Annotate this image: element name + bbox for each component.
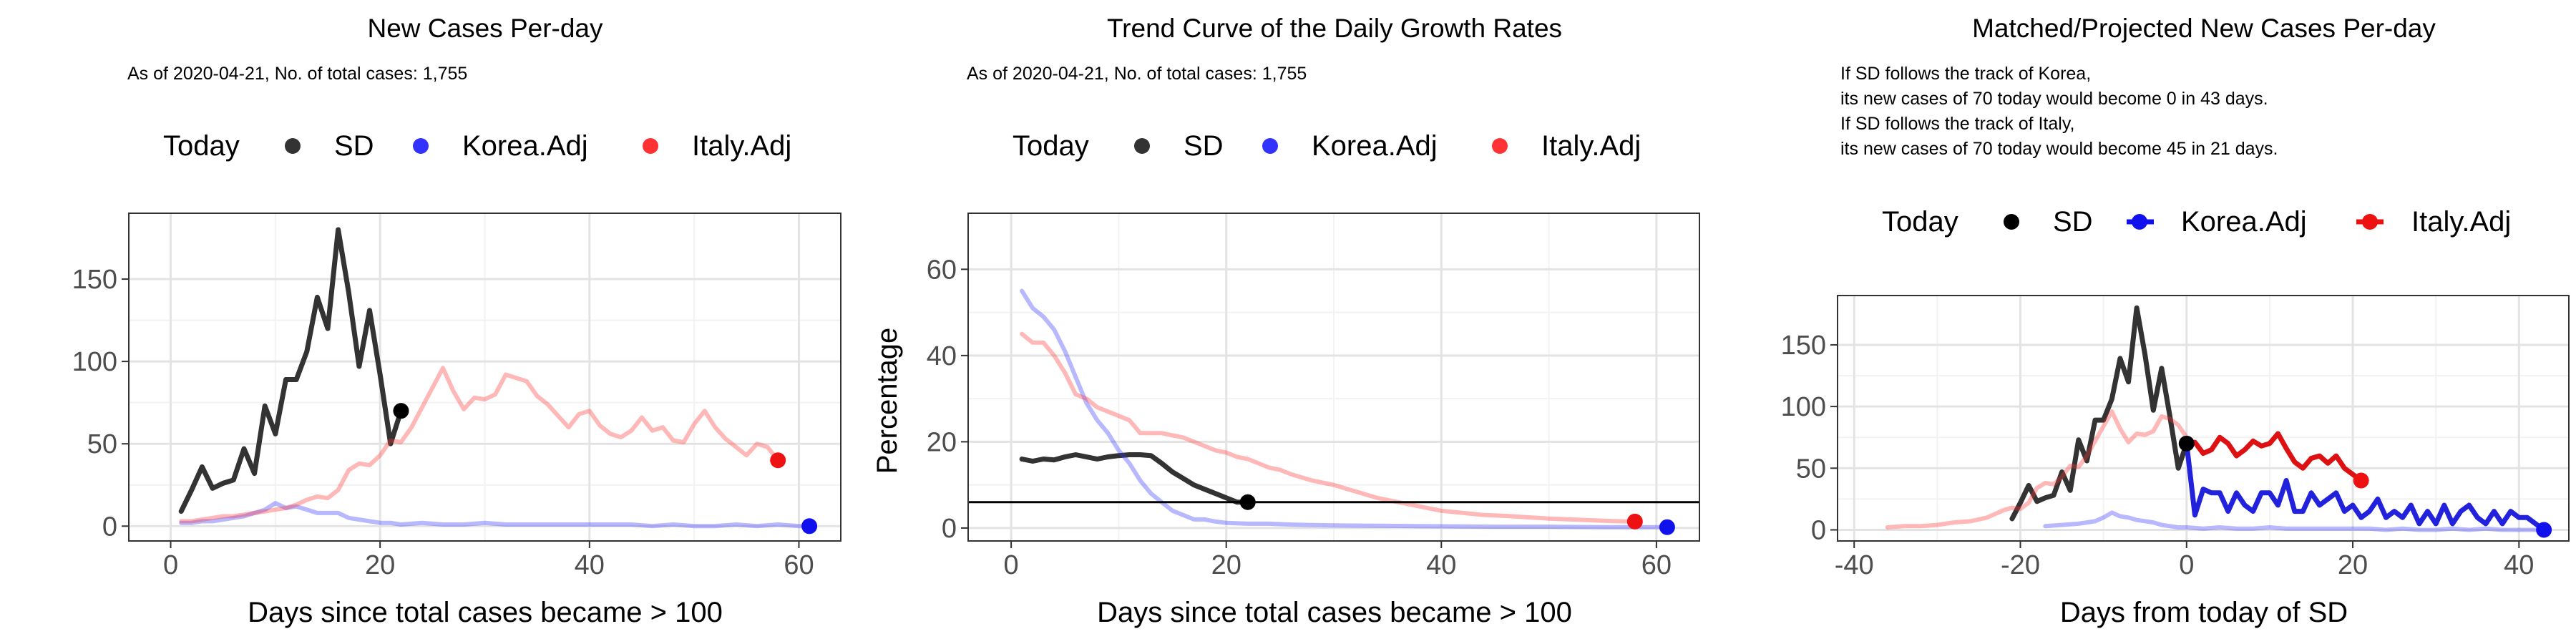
legend-label-korea: Korea.Adj [462, 130, 588, 162]
today-point-korea-adj [2536, 522, 2552, 538]
today-point-italy-adj [770, 452, 786, 469]
legend-label-italy: Italy.Adj [692, 130, 791, 162]
legend: Today SD Korea.Adj Italy.Adj [1882, 206, 2511, 238]
panel-projected-cases: Matched/Projected New Cases Per-day If S… [1781, 14, 2570, 628]
x-tick-label: 40 [1426, 550, 1456, 580]
series-line-italy-adj [2184, 431, 2364, 483]
today-point-korea-adj [1659, 519, 1675, 535]
chart-title: New Cases Per-day [367, 14, 603, 43]
chart-subtitle: As of 2020-04-21, No. of total cases: 1,… [967, 64, 1307, 84]
legend-key-sd [1134, 138, 1150, 154]
x-tick-label: 60 [1641, 550, 1672, 580]
x-axis-label: Days since total cases became > 100 [1097, 597, 1572, 628]
legend-label-korea: Korea.Adj [1312, 130, 1438, 162]
chart-subtitle: As of 2020-04-21, No. of total cases: 1,… [127, 64, 467, 84]
legend: Today SD Korea.Adj Italy.Adj [163, 130, 791, 162]
x-tick-label: 40 [575, 550, 605, 580]
legend-label-sd: SD [2053, 206, 2093, 238]
x-tick-label: 20 [365, 550, 395, 580]
series-line-italy-adj [179, 366, 781, 524]
series-line-korea-adj [2043, 510, 2547, 532]
panel-growth-rates: Trend Curve of the Daily Growth Rates As… [872, 14, 1700, 628]
legend-key-italy [643, 138, 658, 154]
plot-border [967, 213, 1700, 542]
series-line-korea-adj [179, 501, 812, 529]
series-line-korea-adj [2184, 441, 2547, 532]
legend-title: Today [163, 130, 240, 162]
subtitle-line: its new cases of 70 today would become 0… [1840, 89, 2268, 109]
subtitle-line: If SD follows the track of Italy, [1840, 114, 2074, 134]
legend-key-sd [285, 138, 301, 154]
y-tick-label: 50 [1796, 454, 1826, 484]
series-line-sd [2009, 305, 2190, 522]
x-tick-label: 40 [2504, 550, 2534, 580]
today-point-korea-adj [801, 518, 818, 535]
legend-key-italy-dot [2362, 214, 2378, 230]
x-tick-label: 20 [1211, 550, 1241, 580]
x-tick-label: 60 [784, 550, 814, 580]
today-point-italy-adj [1626, 513, 1643, 530]
x-tick-label: -40 [1835, 550, 1874, 580]
legend-title: Today [1882, 206, 1958, 238]
legend-label-sd: SD [334, 130, 374, 162]
series-line-korea-adj [1020, 288, 1669, 530]
y-tick-label: 150 [72, 265, 117, 295]
plot-border [128, 213, 841, 542]
chart-title: Trend Curve of the Daily Growth Rates [1107, 14, 1562, 43]
series-line-italy-adj [1020, 331, 1637, 524]
x-tick-label: -20 [2001, 550, 2040, 580]
series-line-sd [1019, 452, 1251, 505]
plot-area: -40 -20 0 20 40 0 50 100 150 [1781, 295, 2570, 580]
today-point-italy-adj [2353, 472, 2369, 489]
y-tick-label: 60 [927, 255, 957, 285]
x-axis-label: Days from today of SD [2060, 597, 2348, 628]
subtitle-line: its new cases of 70 today would become 4… [1840, 139, 2278, 159]
y-tick-label: 20 [927, 427, 957, 457]
today-point-sd [2178, 435, 2195, 452]
x-axis-label: Days since total cases became > 100 [248, 597, 723, 628]
today-point-sd [393, 403, 409, 419]
plot-border [1837, 295, 2570, 542]
series-line-sd [178, 227, 404, 514]
legend-key-sd [2004, 214, 2019, 230]
y-tick-label: 150 [1781, 331, 1826, 361]
y-axis-label: Percentage [872, 328, 903, 474]
plot-area: 0 20 40 60 0 20 40 60 [927, 213, 1700, 580]
today-point-sd [1239, 494, 1256, 510]
legend: Today SD Korea.Adj Italy.Adj [1013, 130, 1641, 162]
legend-key-korea [413, 138, 429, 154]
y-tick-label: 0 [942, 514, 957, 544]
y-tick-label: 0 [1811, 515, 1826, 545]
y-tick-label: 0 [102, 512, 117, 542]
y-tick-label: 40 [927, 341, 957, 371]
legend-label-korea: Korea.Adj [2181, 206, 2307, 238]
chart-title: Matched/Projected New Cases Per-day [1972, 14, 2436, 43]
y-tick-label: 100 [1781, 392, 1826, 422]
subtitle-line: If SD follows the track of Korea, [1840, 64, 2091, 84]
plot-area: 0 20 40 60 0 50 100 150 [72, 213, 841, 580]
legend-key-italy [1492, 138, 1508, 154]
x-tick-label: 0 [2179, 550, 2194, 580]
legend-title: Today [1013, 130, 1089, 162]
legend-label-sd: SD [1184, 130, 1224, 162]
panel-new-cases: New Cases Per-day As of 2020-04-21, No. … [72, 14, 841, 628]
x-tick-label: 0 [163, 550, 178, 580]
series-line-italy-adj [1885, 409, 2189, 530]
y-tick-label: 100 [72, 347, 117, 377]
legend-label-italy: Italy.Adj [2411, 206, 2511, 238]
legend-key-korea-dot [2132, 214, 2147, 230]
y-tick-label: 50 [87, 429, 117, 459]
x-tick-label: 20 [2338, 550, 2368, 580]
legend-label-italy: Italy.Adj [1541, 130, 1641, 162]
x-tick-label: 0 [1004, 550, 1019, 580]
legend-key-korea [1262, 138, 1278, 154]
